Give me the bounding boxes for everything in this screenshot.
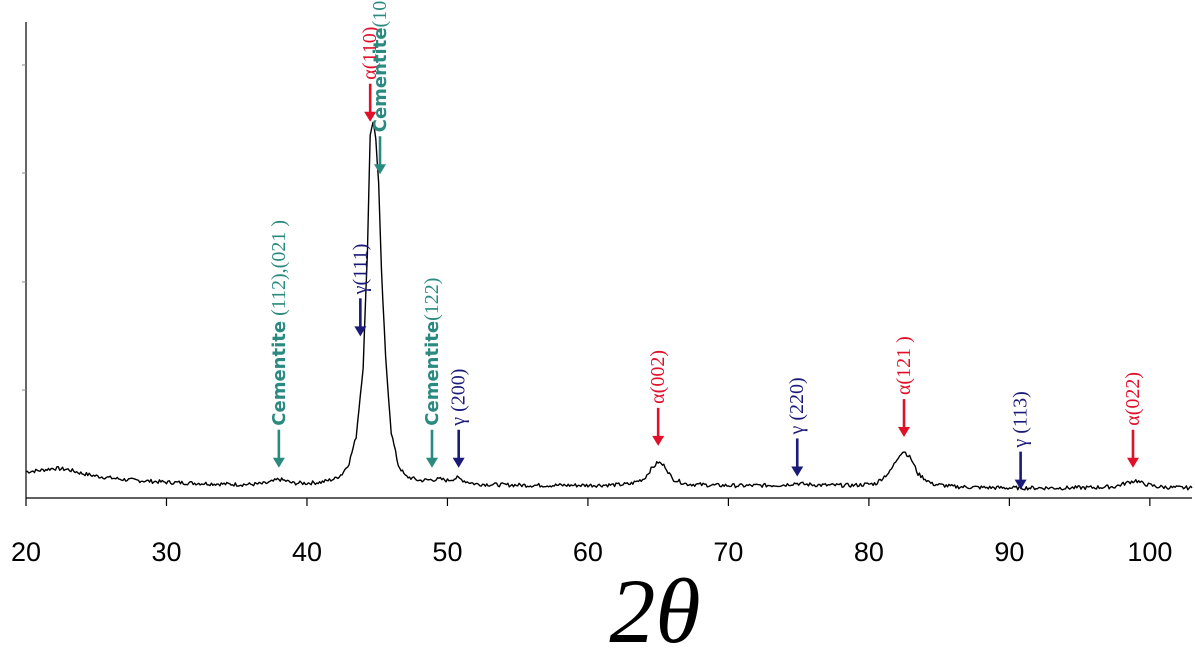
- annotation-label-text: (112),(021 ): [268, 220, 290, 321]
- annotations-layer: α(110)Cementite(103)γ(111)Cementite (112…: [268, 0, 1144, 490]
- annotation-cementite: Cementite (112),(021 ): [268, 220, 290, 468]
- annotation-label: Cementite (112),(021 ): [268, 220, 290, 426]
- series-layer: [25, 121, 1193, 491]
- axes: [22, 22, 1192, 499]
- annotation-arrowhead: [1014, 479, 1027, 490]
- annotation-alpha: α(002): [647, 350, 669, 446]
- annotation-gamma: γ (113): [1010, 391, 1032, 490]
- annotation-cementite: Cementite(103): [369, 0, 391, 175]
- annotation-arrowhead: [898, 427, 911, 438]
- x-tick-label: 50: [432, 537, 462, 567]
- annotation-label-text: α(002): [647, 350, 669, 404]
- annotation-label-text: (122): [421, 278, 443, 321]
- annotation-alpha: α(121 ): [893, 336, 915, 438]
- annotation-arrowhead: [374, 164, 387, 175]
- annotation-label-text: (103): [369, 0, 391, 27]
- x-tick-label: 60: [573, 537, 603, 567]
- x-tick-label: 100: [1127, 537, 1172, 567]
- x-tick-label: 20: [11, 537, 41, 567]
- annotation-arrowhead: [791, 466, 804, 477]
- annotation-label: α(022): [1122, 372, 1144, 426]
- annotation-label: γ (113): [1010, 391, 1032, 448]
- annotation-gamma: γ (220): [786, 377, 808, 477]
- annotation-alpha: α(022): [1122, 372, 1144, 468]
- annotation-label-text: γ (200): [448, 369, 470, 427]
- annotation-label-text: α(022): [1122, 372, 1144, 426]
- annotation-alpha: α(110): [359, 27, 381, 122]
- annotation-label: α(110): [359, 27, 381, 80]
- annotation-arrowhead: [425, 457, 438, 468]
- annotation-gamma: γ (200): [448, 369, 470, 468]
- x-tick-label: 70: [713, 537, 743, 567]
- annotation-arrowhead: [354, 326, 367, 337]
- annotation-label-text: α(110): [359, 27, 381, 80]
- annotation-arrowhead: [452, 457, 465, 468]
- x-tick-label: 90: [994, 537, 1024, 567]
- annotation-label: α(002): [647, 350, 669, 404]
- annotation-label-bold: Cementite: [370, 27, 391, 132]
- x-tick-label: 80: [854, 537, 884, 567]
- annotation-gamma: γ(111): [349, 244, 371, 337]
- annotation-label-text: α(121 ): [893, 336, 915, 395]
- annotation-arrowhead: [272, 457, 285, 468]
- annotation-label: γ (220): [786, 377, 808, 435]
- annotation-arrowhead: [364, 111, 377, 122]
- annotation-cementite: Cementite(122): [421, 278, 443, 468]
- annotation-label: γ (200): [448, 369, 470, 427]
- annotation-label: γ(111): [349, 244, 371, 296]
- annotation-label: Cementite(122): [421, 278, 443, 426]
- annotation-label: α(121 ): [893, 336, 915, 395]
- annotation-arrowhead: [652, 435, 665, 446]
- x-ticks: 20 30 40 50 60 70 80 90 100: [11, 498, 1172, 567]
- x-tick-label: 30: [151, 537, 181, 567]
- annotation-label-text: γ (113): [1010, 391, 1032, 448]
- annotation-label-bold: Cementite: [269, 321, 290, 426]
- annotation-label-text: γ(111): [349, 244, 371, 296]
- annotation-label: Cementite(103): [369, 0, 391, 132]
- x-axis-label: 2θ: [609, 560, 700, 657]
- x-tick-label: 40: [292, 537, 322, 567]
- series-line: [25, 121, 1193, 491]
- annotation-label-bold: Cementite: [422, 321, 443, 426]
- annotation-label-text: γ (220): [786, 377, 808, 435]
- annotation-arrowhead: [1126, 457, 1139, 468]
